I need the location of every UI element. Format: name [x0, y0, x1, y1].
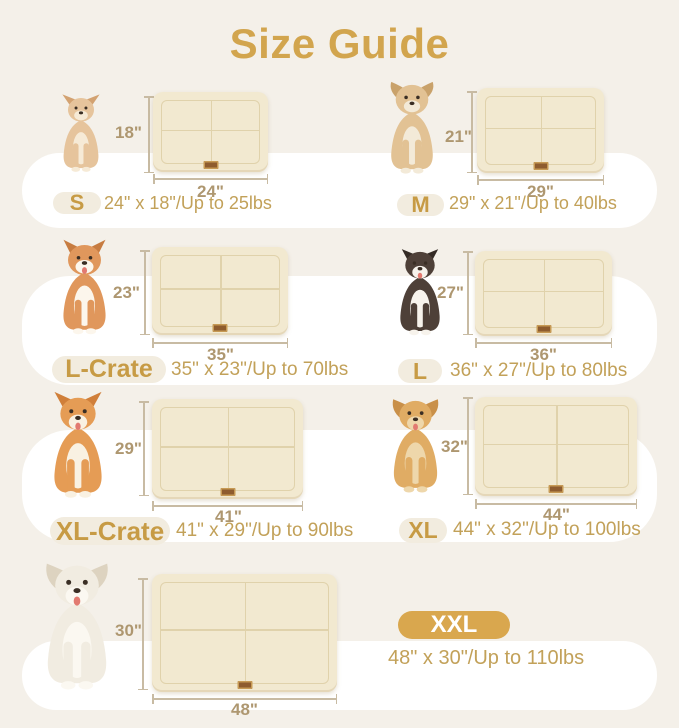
row-background-4 — [22, 641, 657, 710]
mat-height-label: 18" — [115, 123, 142, 142]
size-badge-xxl: XXL — [398, 611, 510, 639]
row-background-3 — [22, 430, 657, 542]
row-background-1 — [22, 153, 657, 228]
mat-height-label: 30" — [115, 621, 142, 640]
row-background-2 — [22, 276, 657, 385]
page-title: Size Guide — [229, 20, 450, 67]
mat-height-label: 21" — [445, 127, 472, 146]
